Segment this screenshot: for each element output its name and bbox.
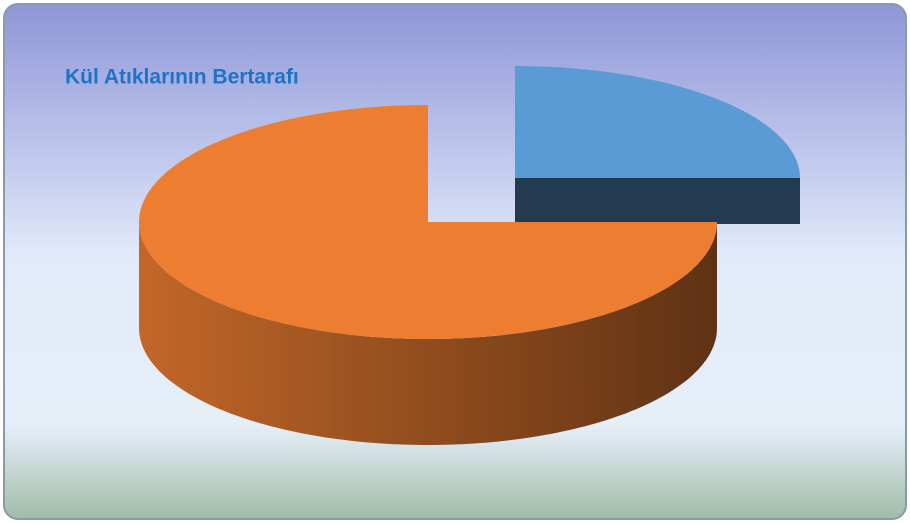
slice-side: [515, 178, 800, 224]
chart-title: Kül Atıklarının Bertarafı: [65, 66, 299, 89]
pie: [139, 66, 800, 445]
slice: [139, 105, 717, 339]
slice-side: [139, 222, 717, 445]
slice: [515, 66, 800, 178]
